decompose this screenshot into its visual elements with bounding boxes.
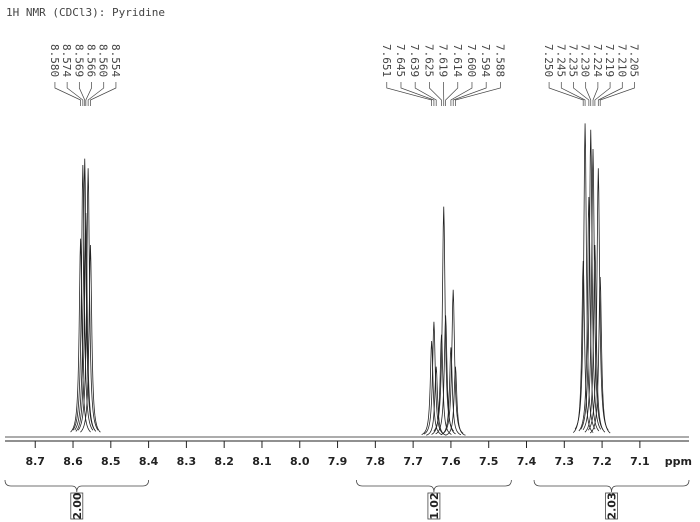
integral-bracket: [4, 479, 150, 493]
peak-label-leader: [429, 82, 442, 106]
peak-label-leader: [560, 82, 586, 106]
peak-label-leader: [400, 82, 435, 106]
integral-label: 2.00: [71, 492, 84, 519]
peak-label-leader: [78, 82, 86, 106]
integral-box: [605, 492, 618, 520]
x-tick-label: 8.0: [290, 455, 310, 468]
x-tick-label: 7.3: [555, 455, 575, 468]
peak-label-leader: [585, 82, 592, 106]
peak-label: 7.219: [603, 44, 616, 77]
x-tick-label: 7.7: [403, 455, 423, 468]
peak-label: 8.580: [48, 44, 61, 77]
integral-box: [427, 492, 441, 520]
x-tick-label: 8.7: [25, 455, 45, 468]
x-tick-label: 7.1: [630, 455, 650, 468]
peak-label: 7.600: [465, 44, 478, 77]
integral-label: 1.02: [428, 492, 441, 519]
peak-label: 7.210: [615, 44, 628, 77]
peak-label-leader: [548, 82, 584, 106]
peak-label: 7.250: [542, 44, 555, 77]
peak-label-leader: [414, 82, 437, 106]
peak-label: 7.588: [493, 44, 506, 77]
peak-label: 7.651: [380, 44, 393, 77]
x-tick-label: 7.8: [366, 455, 386, 468]
peak: [70, 238, 91, 433]
peak-label: 8.560: [97, 44, 110, 77]
peak-label: 8.566: [85, 44, 98, 77]
peak-label-leader: [599, 82, 635, 106]
peak: [578, 196, 600, 432]
peak-label: 7.645: [394, 44, 407, 77]
peak: [431, 334, 452, 435]
integral-bracket: [533, 479, 690, 493]
peak-label-leader: [592, 82, 599, 106]
peak: [582, 148, 604, 431]
peak: [423, 321, 445, 435]
x-tick-label: 7.4: [517, 455, 537, 468]
x-tick-label: 8.2: [214, 455, 234, 468]
peak-label-leader: [455, 82, 501, 106]
peak: [75, 212, 97, 432]
x-tick-label: 8.6: [63, 455, 83, 468]
peak: [445, 366, 466, 436]
x-tick-label: 7.5: [479, 455, 499, 468]
peak-label-leader: [85, 82, 92, 106]
peak-label-leader: [386, 82, 432, 106]
peak: [589, 276, 611, 434]
peak-label: 7.224: [591, 44, 604, 77]
peak-label: 7.205: [627, 44, 640, 77]
peak-label-leader: [450, 82, 473, 106]
peak-label: 7.619: [437, 44, 450, 77]
chart-title: 1H NMR (CDCl3): Pyridine: [6, 6, 165, 19]
x-axis-label: ppm: [665, 455, 692, 468]
peak-label: 7.245: [554, 44, 567, 77]
peak: [574, 123, 596, 430]
peak-label: 7.235: [566, 44, 579, 77]
peak: [77, 168, 99, 431]
integral-bracket: [356, 479, 512, 493]
peak: [580, 129, 602, 430]
peak: [435, 315, 456, 435]
integral-label: 2.03: [606, 492, 619, 519]
x-tick-label: 7.2: [592, 455, 612, 468]
peak-label-leader: [66, 82, 84, 106]
peak-label-leader: [87, 82, 105, 106]
x-tick-label: 8.1: [252, 455, 272, 468]
peak-label-leader: [90, 82, 117, 106]
peak-label: 7.614: [451, 44, 464, 77]
peak-label: 7.594: [479, 44, 492, 77]
peak: [72, 164, 94, 431]
x-tick-label: 8.4: [139, 455, 159, 468]
peak-label-leader: [573, 82, 590, 106]
peak-label: 8.569: [72, 44, 85, 77]
x-tick-label: 7.6: [441, 455, 461, 468]
peak-label: 8.574: [60, 44, 73, 77]
peak-label: 7.230: [579, 44, 592, 77]
peak-label-leader: [54, 82, 81, 106]
peak-label: 8.554: [109, 44, 122, 77]
x-tick-label: 8.5: [101, 455, 121, 468]
x-tick-label: 8.3: [177, 455, 197, 468]
peak-label-leader: [597, 82, 623, 106]
peak: [80, 244, 101, 433]
peak-label: 7.625: [422, 44, 435, 77]
peak-label-leader: [452, 82, 487, 106]
peak-label-leader: [445, 82, 459, 106]
peak: [584, 244, 606, 433]
x-tick-label: 7.9: [328, 455, 348, 468]
peak-label-leader: [594, 82, 611, 106]
peak-label: 7.639: [408, 44, 421, 77]
integral-box: [70, 492, 84, 520]
